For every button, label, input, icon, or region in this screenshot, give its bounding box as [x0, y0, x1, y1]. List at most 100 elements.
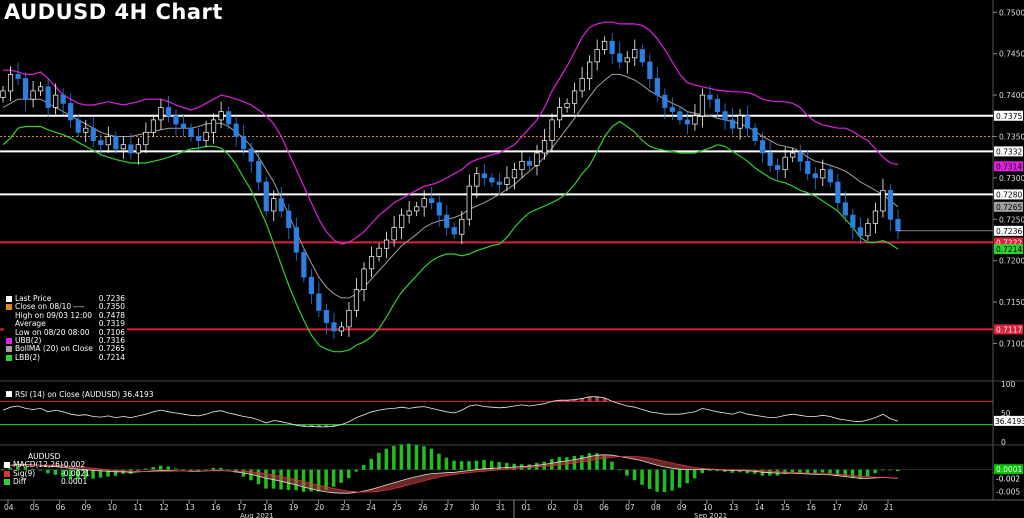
- legend-row: LBB(2) 0.7214: [6, 352, 125, 362]
- candle-body: [511, 169, 518, 179]
- candle-body: [263, 181, 269, 212]
- candle-body: [812, 173, 818, 179]
- legend-value: 0.7319: [98, 319, 125, 329]
- candle-body: [662, 94, 668, 108]
- macd-histogram-bar: [813, 469, 817, 474]
- macd-histogram-bar: [196, 469, 200, 472]
- candle-body: [429, 198, 435, 204]
- macd-histogram-bar: [61, 469, 65, 478]
- candle-body: [180, 123, 187, 129]
- date-tick-label: 16: [211, 503, 221, 512]
- date-tick-label: 01: [522, 503, 532, 512]
- candle-body: [165, 107, 172, 117]
- candle-body: [30, 90, 36, 100]
- candle-body: [466, 185, 472, 220]
- macd-histogram-bar: [429, 448, 434, 470]
- macd-histogram-bar: [362, 465, 366, 470]
- candle-body: [526, 160, 533, 166]
- macd-histogram-bar: [143, 468, 148, 470]
- macd-histogram-bar: [83, 469, 88, 479]
- candle-body: [60, 94, 66, 104]
- macd-histogram-bar: [798, 469, 802, 473]
- price-tick-label: 0.7200: [999, 257, 1024, 266]
- macd-histogram-bar: [211, 467, 216, 470]
- candle-body: [203, 131, 209, 141]
- macd-histogram-bar: [181, 469, 185, 471]
- candle-body: [722, 111, 728, 121]
- macd-histogram-bar: [437, 453, 441, 470]
- macd-histogram-bar: [46, 469, 50, 474]
- macd-histogram-bar: [670, 469, 674, 491]
- legend-row: Close on 08/10 ---- 0.7350: [6, 302, 125, 311]
- price-tick-label: 0.7400: [999, 91, 1024, 100]
- macd-histogram-bar: [843, 469, 847, 477]
- price-tag: [994, 146, 1023, 157]
- candle-body: [45, 86, 51, 108]
- macd-histogram-bar: [677, 469, 682, 488]
- candle-body: [654, 78, 660, 96]
- legend-row: Last Price 0.7236: [6, 294, 125, 303]
- macd-histogram-bar: [16, 466, 20, 470]
- candle-body: [53, 94, 59, 108]
- macd-histogram-bar: [835, 469, 840, 476]
- candle-body: [316, 293, 322, 311]
- macd-value-tag-label: -0.002: [996, 474, 1020, 483]
- date-tick-label: 10: [703, 503, 713, 512]
- bollinger-upper-line: [3, 21, 899, 245]
- legend-value: 0.7214: [98, 352, 125, 362]
- macd-histogram-bar: [587, 453, 592, 470]
- macd-histogram-bar: [497, 461, 501, 470]
- price-tick-label: 0.7250: [999, 215, 1024, 224]
- candle-body: [744, 115, 751, 129]
- macd-legend-swatch: [4, 479, 10, 486]
- date-tick-label: 08: [651, 503, 661, 512]
- legend-swatch: [6, 346, 12, 353]
- date-tick-label: 16: [806, 503, 816, 512]
- candle-body: [406, 210, 412, 216]
- rsi-value-tag-label: 36.4193: [995, 417, 1024, 426]
- date-tick-label: 13: [729, 503, 739, 512]
- macd-histogram-bar: [151, 466, 155, 470]
- candle-body: [323, 309, 329, 324]
- candle-body: [226, 111, 232, 125]
- macd-histogram-bar: [489, 460, 494, 470]
- macd-histogram-bar: [685, 469, 689, 484]
- candle-body: [587, 61, 593, 79]
- date-tick-label: 13: [185, 503, 195, 512]
- date-tick-label: 14: [755, 503, 765, 512]
- price-tag: [994, 225, 1023, 236]
- candle-body: [579, 78, 585, 92]
- price-tag-label: 0.7332: [996, 147, 1022, 156]
- macd-legend-label: Diff: [13, 477, 27, 487]
- macd-histogram-bar: [392, 445, 396, 470]
- date-tick-label: 24: [366, 503, 376, 512]
- candle-body: [113, 136, 119, 150]
- candle-body: [75, 119, 81, 133]
- candle-body: [707, 94, 713, 100]
- candle-body: [421, 198, 427, 208]
- macd-histogram-bar: [459, 461, 464, 470]
- candle-body: [556, 107, 563, 121]
- candle-body: [805, 160, 811, 175]
- macd-histogram-bar: [865, 469, 870, 477]
- legend-swatch: [6, 338, 12, 345]
- date-tick-label: 07: [625, 503, 635, 512]
- macd-histogram-bar: [166, 466, 170, 470]
- candle-body: [120, 144, 126, 150]
- candle-body: [210, 119, 217, 133]
- candle-body: [383, 239, 390, 249]
- candle-body: [308, 276, 314, 295]
- date-tick-label: 04: [4, 503, 14, 512]
- date-tick-label: 02: [548, 503, 558, 512]
- macd-line: [2, 454, 899, 494]
- candle-body: [850, 214, 856, 228]
- date-tick-label: 19: [289, 503, 299, 512]
- price-tick-label: 0.7300: [999, 174, 1024, 183]
- macd-signal-line: [2, 455, 899, 493]
- candle-body: [541, 140, 548, 154]
- candle-body: [827, 169, 833, 183]
- macd-header: AUDUSD: [28, 452, 61, 461]
- candle-body: [865, 223, 871, 237]
- candle-body: [594, 49, 600, 63]
